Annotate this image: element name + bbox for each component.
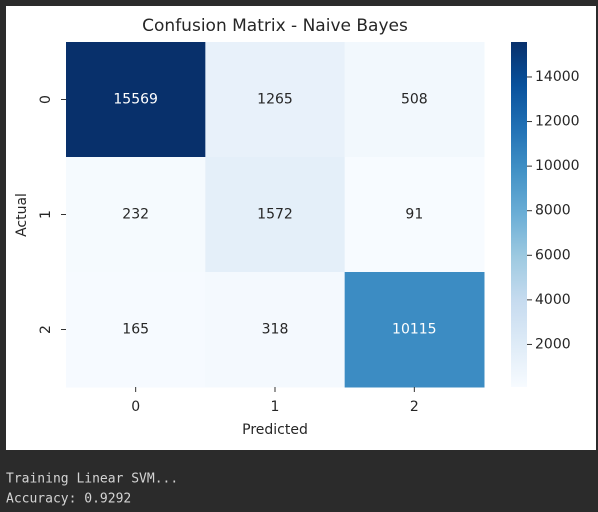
x-tick-label: 1 xyxy=(271,399,280,415)
heatmap-cell xyxy=(66,157,206,273)
cell-label: 1265 xyxy=(257,92,293,108)
y-tick-label: 0 xyxy=(38,95,54,104)
console-line: Accuracy: 0.9292 xyxy=(6,492,131,507)
heatmap-cell xyxy=(205,157,346,273)
heatmap-cell xyxy=(205,272,346,388)
y-tick-label: 1 xyxy=(38,210,54,219)
colorbar-tick-label: 8000 xyxy=(535,203,571,219)
colorbar xyxy=(511,42,527,387)
console-line: Training Linear SVM... xyxy=(6,472,178,487)
heatmap-cell xyxy=(344,272,485,388)
heatmap-cell xyxy=(205,42,346,158)
cell-label: 15569 xyxy=(113,92,158,108)
colorbar-tick-label: 14000 xyxy=(535,69,580,85)
chart-title: Confusion Matrix - Naive Bayes xyxy=(142,16,408,36)
heatmap-cell xyxy=(344,157,485,273)
heatmap-cell xyxy=(66,42,206,158)
x-tick-label: 2 xyxy=(410,399,419,415)
colorbar-tick-label: 10000 xyxy=(535,158,580,174)
x-axis-label: Predicted xyxy=(242,422,308,438)
cell-label: 318 xyxy=(262,322,289,338)
heatmap-cell xyxy=(344,42,485,158)
y-tick-label: 2 xyxy=(38,325,54,334)
cell-label: 10115 xyxy=(392,322,437,338)
cell-label: 1572 xyxy=(257,207,293,223)
cell-label: 91 xyxy=(405,207,423,223)
cell-label: 508 xyxy=(401,92,428,108)
colorbar-tick-label: 6000 xyxy=(535,247,571,263)
colorbar-tick-label: 2000 xyxy=(535,336,571,352)
heatmap-cell xyxy=(66,272,206,388)
colorbar-tick-label: 4000 xyxy=(535,292,571,308)
y-axis-label: Actual xyxy=(14,193,30,237)
cell-label: 165 xyxy=(122,322,149,338)
cell-label: 232 xyxy=(122,207,149,223)
x-tick-label: 0 xyxy=(131,399,140,415)
colorbar-tick-label: 12000 xyxy=(535,114,580,130)
